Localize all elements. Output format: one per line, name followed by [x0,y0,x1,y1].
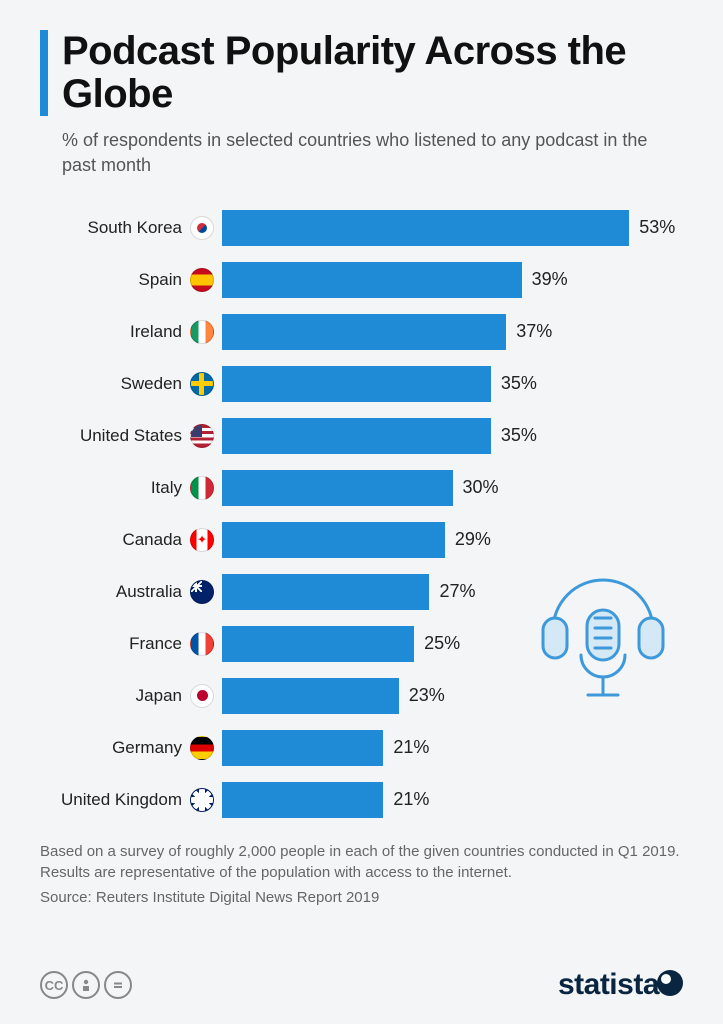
bar [222,262,522,298]
title-block: Podcast Popularity Across the Globe [40,30,683,116]
podcast-icon [533,560,673,710]
page-title: Podcast Popularity Across the Globe [62,30,683,116]
cc-icon: CC [40,971,68,999]
row-label-area: France [40,632,222,656]
row-label-area: Sweden [40,372,222,396]
bar [222,314,506,350]
bar-value: 39% [532,269,568,290]
bar-value: 21% [393,789,429,810]
brand-text: statista [558,968,659,1001]
country-label: Canada [122,530,182,550]
flag-icon-fr [190,632,214,656]
country-label: Sweden [121,374,182,394]
table-row: Germany 21% [40,725,683,771]
bar-value: 37% [516,321,552,342]
row-label-area: Spain [40,268,222,292]
flag-icon-de [190,736,214,760]
flag-icon-ie [190,320,214,344]
flag-icon-gb [190,788,214,812]
bar-value: 27% [439,581,475,602]
table-row: South Korea 53% [40,205,683,251]
row-label-area: Canada [40,528,222,552]
bar-area: 39% [222,262,683,298]
table-row: United States 35% [40,413,683,459]
bar-area: 35% [222,418,683,454]
bar-value: 25% [424,633,460,654]
bar-value: 53% [639,217,675,238]
country-label: Japan [136,686,182,706]
by-icon [72,971,100,999]
bar-area: 53% [222,210,683,246]
bar-value: 23% [409,685,445,706]
row-label-area: United Kingdom [40,788,222,812]
bar-value: 35% [501,373,537,394]
country-label: Ireland [130,322,182,342]
table-row: Canada 29% [40,517,683,563]
brand-logo: statista [558,968,683,1002]
bar-area: 30% [222,470,683,506]
flag-icon-es [190,268,214,292]
flag-icon-jp [190,684,214,708]
flag-icon-kr [190,216,214,240]
country-label: South Korea [87,218,182,238]
table-row: United Kingdom 21% [40,777,683,823]
bar [222,730,383,766]
flag-icon-se [190,372,214,396]
bar [222,210,629,246]
row-label-area: Australia [40,580,222,604]
table-row: Sweden 35% [40,361,683,407]
row-label-area: United States [40,424,222,448]
bar [222,678,399,714]
flag-icon-au [190,580,214,604]
source-line: Source: Reuters Institute Digital News R… [40,889,683,906]
bar [222,470,453,506]
bar-area: 21% [222,730,683,766]
row-label-area: Germany [40,736,222,760]
table-row: Spain 39% [40,257,683,303]
bar-area: 21% [222,782,683,818]
bar-area: 35% [222,366,683,402]
bar-area: 29% [222,522,683,558]
infographic-container: Podcast Popularity Across the Globe % of… [0,0,723,1024]
country-label: Italy [151,478,182,498]
bar [222,574,429,610]
nd-icon [104,971,132,999]
row-label-area: Italy [40,476,222,500]
country-label: Spain [139,270,182,290]
bar-value: 29% [455,529,491,550]
country-label: United Kingdom [61,790,182,810]
bar-value: 21% [393,737,429,758]
country-label: Germany [112,738,182,758]
flag-icon-ca [190,528,214,552]
bar-area: 37% [222,314,683,350]
flag-icon-it [190,476,214,500]
bar [222,782,383,818]
bar-value: 35% [501,425,537,446]
table-row: Ireland 37% [40,309,683,355]
row-label-area: South Korea [40,216,222,240]
footer: CC statista [40,968,683,1002]
table-row: Italy 30% [40,465,683,511]
bar [222,522,445,558]
license-icons: CC [40,971,132,999]
country-label: United States [80,426,182,446]
bar-value: 30% [463,477,499,498]
country-label: France [129,634,182,654]
row-label-area: Ireland [40,320,222,344]
bar [222,626,414,662]
bar-chart: South Korea 53% Spain 39% Ireland 37% Sweden 35… [40,205,683,823]
brand-dot-icon [657,970,683,996]
country-label: Australia [116,582,182,602]
footnote: Based on a survey of roughly 2,000 peopl… [40,841,683,883]
bar [222,366,491,402]
bar [222,418,491,454]
row-label-area: Japan [40,684,222,708]
flag-icon-us [190,424,214,448]
subtitle: % of respondents in selected countries w… [40,128,683,177]
